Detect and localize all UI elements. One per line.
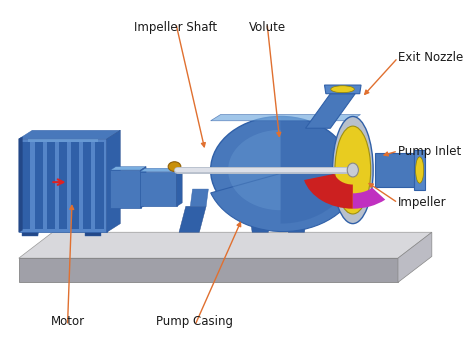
- Polygon shape: [26, 229, 39, 236]
- Polygon shape: [19, 258, 398, 282]
- Polygon shape: [306, 94, 355, 128]
- Ellipse shape: [347, 163, 358, 177]
- Polygon shape: [85, 229, 101, 236]
- Polygon shape: [140, 168, 182, 172]
- Circle shape: [210, 117, 351, 223]
- Polygon shape: [59, 142, 67, 229]
- Polygon shape: [47, 142, 55, 229]
- Polygon shape: [179, 206, 206, 232]
- Polygon shape: [110, 167, 146, 170]
- Polygon shape: [86, 229, 100, 236]
- Polygon shape: [22, 142, 30, 229]
- Ellipse shape: [331, 86, 354, 93]
- Polygon shape: [107, 130, 120, 232]
- Ellipse shape: [416, 157, 424, 183]
- Polygon shape: [210, 115, 361, 121]
- Polygon shape: [325, 85, 361, 94]
- Wedge shape: [304, 174, 353, 209]
- Wedge shape: [228, 130, 281, 210]
- Polygon shape: [19, 139, 107, 232]
- Polygon shape: [249, 223, 272, 226]
- Polygon shape: [110, 170, 141, 208]
- Polygon shape: [35, 142, 43, 229]
- Polygon shape: [71, 142, 79, 229]
- Text: Impeller Shaft: Impeller Shaft: [134, 20, 218, 34]
- Polygon shape: [28, 139, 98, 142]
- Polygon shape: [83, 142, 91, 229]
- Wedge shape: [353, 188, 385, 209]
- Polygon shape: [141, 167, 146, 208]
- Text: Exit Nozzle: Exit Nozzle: [398, 51, 463, 64]
- Polygon shape: [398, 232, 432, 282]
- Text: Pump Casing: Pump Casing: [156, 315, 233, 328]
- Text: Motor: Motor: [50, 315, 84, 328]
- Ellipse shape: [335, 126, 371, 214]
- Polygon shape: [140, 172, 177, 206]
- Polygon shape: [19, 137, 22, 232]
- Circle shape: [168, 162, 181, 171]
- Polygon shape: [251, 226, 269, 232]
- Polygon shape: [177, 168, 182, 206]
- Text: Impeller: Impeller: [398, 196, 447, 209]
- Ellipse shape: [332, 117, 373, 223]
- Polygon shape: [414, 150, 425, 190]
- Wedge shape: [211, 173, 360, 231]
- Polygon shape: [285, 223, 308, 226]
- Polygon shape: [19, 130, 120, 139]
- Polygon shape: [190, 189, 209, 206]
- Polygon shape: [22, 229, 38, 236]
- Polygon shape: [95, 142, 104, 229]
- Polygon shape: [19, 232, 432, 258]
- Text: Volute: Volute: [248, 20, 286, 34]
- Text: Pump Inlet: Pump Inlet: [398, 145, 461, 158]
- Wedge shape: [281, 117, 351, 223]
- Polygon shape: [287, 226, 305, 232]
- Polygon shape: [375, 153, 418, 187]
